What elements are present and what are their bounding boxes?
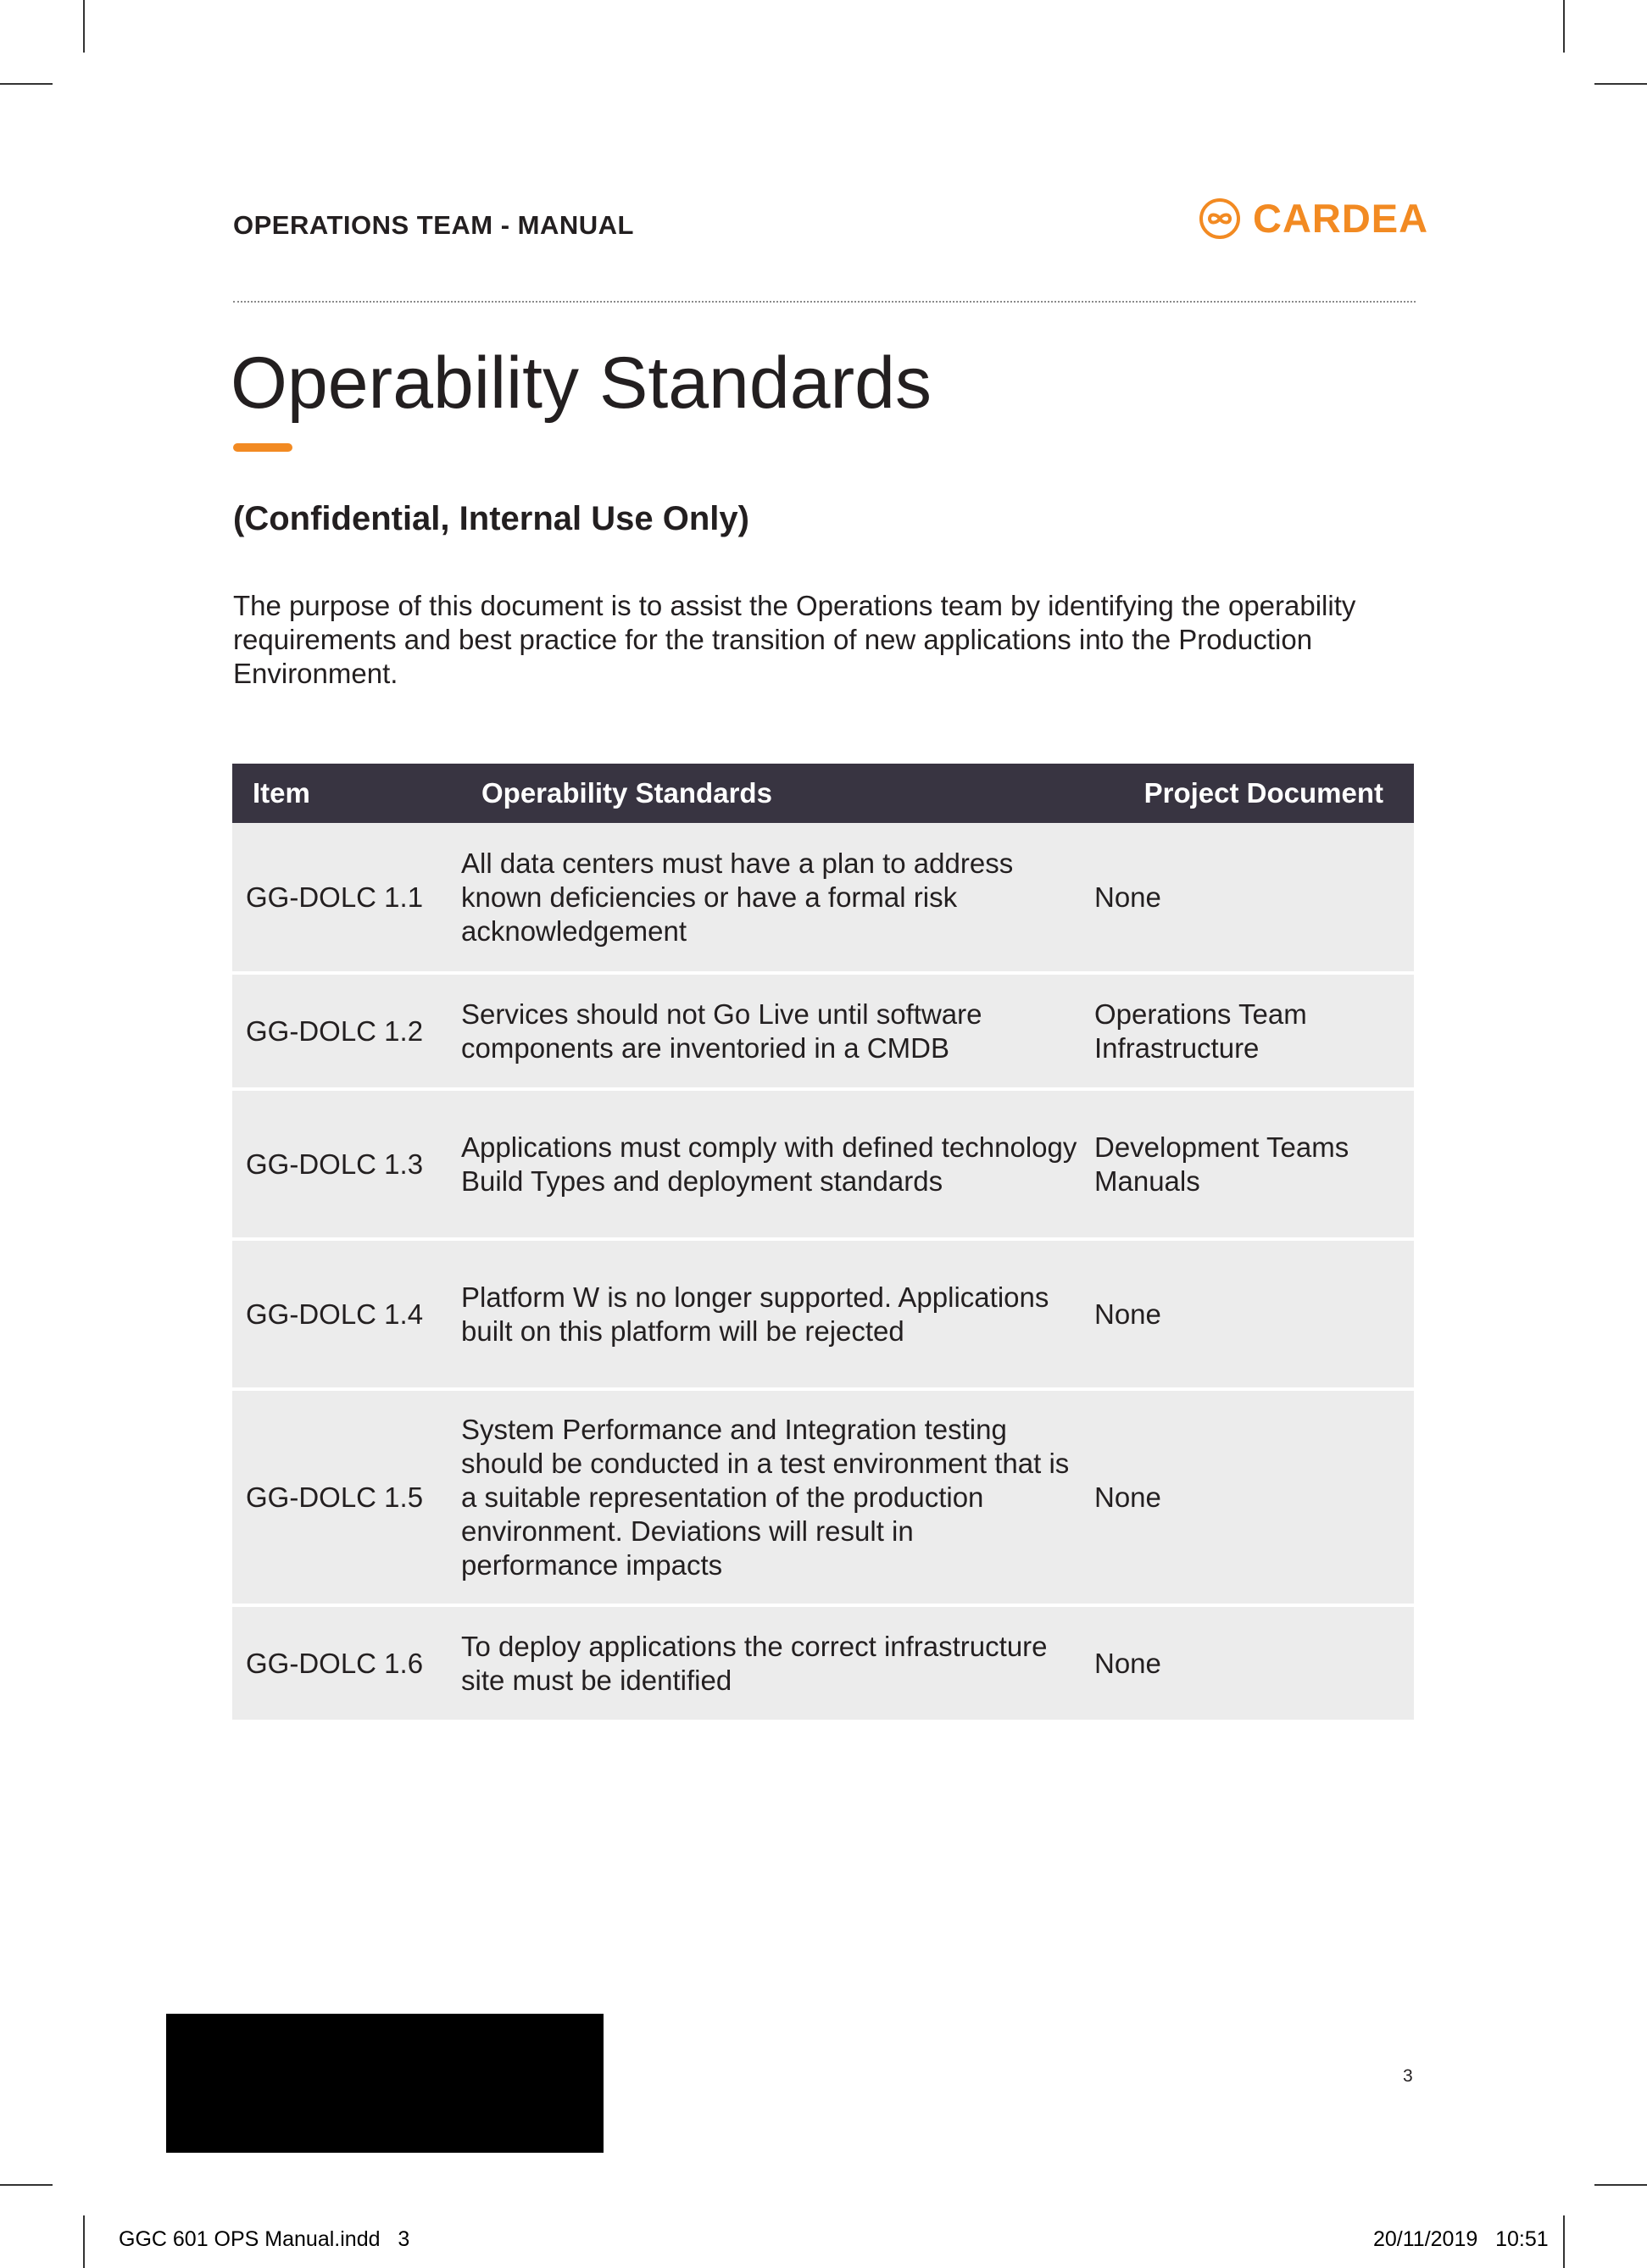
standard-cell: Services should not Go Live until softwa… (461, 973, 1094, 1091)
brand-logo: CARDEA (1199, 195, 1428, 242)
standard-cell: To deploy applications the correct infra… (461, 1605, 1094, 1723)
date-slug: 20/11/2019 10:51 (1373, 2227, 1549, 2251)
title-accent-bar (233, 443, 292, 452)
operability-standards-table: Item Operability Standards Project Docum… (232, 764, 1414, 1723)
column-header-project-document: Project Document (1094, 764, 1414, 823)
crop-mark (83, 0, 85, 53)
project-document-cell: None (1094, 1605, 1414, 1723)
table-row: GG-DOLC 1.6 To deploy applications the c… (232, 1605, 1414, 1723)
item-cell: GG-DOLC 1.2 (232, 973, 461, 1091)
crop-mark (0, 83, 53, 85)
standard-cell: Platform W is no longer supported. Appli… (461, 1239, 1094, 1391)
page-subtitle: (Confidential, Internal Use Only) (233, 500, 749, 537)
page-title: Operability Standards (231, 342, 932, 424)
standard-cell: All data centers must have a plan to add… (461, 823, 1094, 975)
item-cell: GG-DOLC 1.4 (232, 1239, 461, 1391)
item-cell: GG-DOLC 1.6 (232, 1605, 461, 1723)
file-slug: GGC 601 OPS Manual.indd 3 (119, 2227, 410, 2251)
project-document-cell: None (1094, 823, 1414, 975)
crop-mark (83, 2215, 85, 2268)
brand-name: CARDEA (1253, 196, 1429, 241)
intro-paragraph: The purpose of this document is to assis… (233, 590, 1356, 689)
project-document-cell: Operations Team Infrastructure (1094, 973, 1414, 1091)
project-document-cell: None (1094, 1389, 1414, 1607)
table-row: GG-DOLC 1.1 All data centers must have a… (232, 823, 1414, 975)
infinity-logo-icon (1199, 197, 1240, 239)
crop-mark (1563, 2215, 1565, 2268)
table-row: GG-DOLC 1.2 Services should not Go Live … (232, 973, 1414, 1091)
item-cell: GG-DOLC 1.5 (232, 1389, 461, 1607)
header-divider (233, 301, 1416, 303)
table-row: GG-DOLC 1.5 System Performance and Integ… (232, 1389, 1414, 1607)
standard-cell: Applications must comply with defined te… (461, 1089, 1094, 1241)
project-document-cell: Development Teams Manuals (1094, 1089, 1414, 1241)
table-row: GG-DOLC 1.4 Platform W is no longer supp… (232, 1239, 1414, 1391)
crop-mark (0, 2184, 53, 2186)
crop-mark (1563, 0, 1565, 53)
standard-cell: System Performance and Integration testi… (461, 1389, 1094, 1607)
crop-mark (1594, 83, 1647, 85)
page-number: 3 (1403, 2066, 1413, 2086)
crop-mark (1594, 2184, 1647, 2186)
item-cell: GG-DOLC 1.3 (232, 1089, 461, 1241)
table-header-row: Item Operability Standards Project Docum… (232, 764, 1414, 823)
manual-title: OPERATIONS TEAM - MANUAL (233, 210, 634, 240)
table-row: GG-DOLC 1.3 Applications must comply wit… (232, 1089, 1414, 1241)
column-header-operability-standards: Operability Standards (461, 764, 1094, 823)
column-header-item: Item (232, 764, 461, 823)
redaction-block (166, 2014, 604, 2153)
project-document-cell: None (1094, 1239, 1414, 1391)
item-cell: GG-DOLC 1.1 (232, 823, 461, 975)
